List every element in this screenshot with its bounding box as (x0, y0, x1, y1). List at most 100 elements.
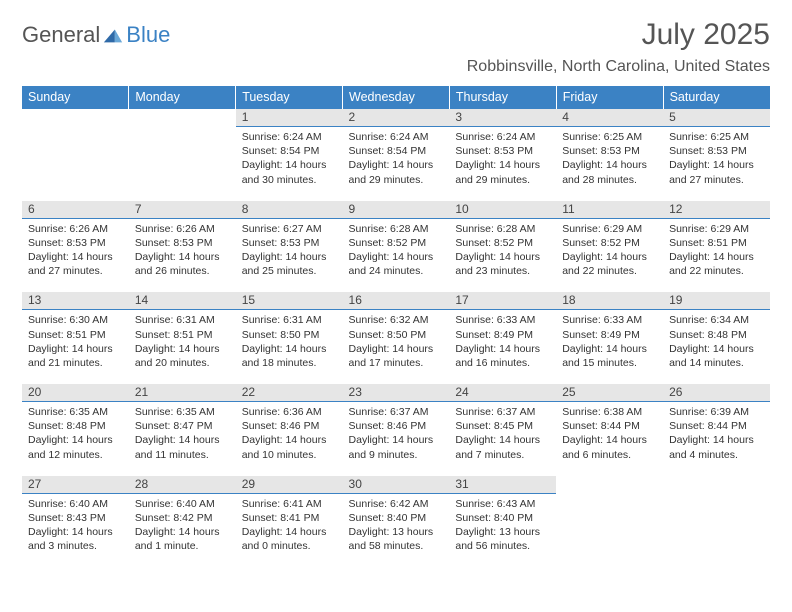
day-cell: Sunrise: 6:33 AMSunset: 8:49 PMDaylight:… (449, 310, 556, 378)
day-number: 26 (663, 384, 770, 402)
sunrise-line: Sunrise: 6:43 AM (455, 497, 550, 511)
sunrise-line: Sunrise: 6:24 AM (242, 130, 337, 144)
day-cell (129, 127, 236, 195)
sunset-line: Sunset: 8:54 PM (349, 144, 444, 158)
daylight-line-2: and 6 minutes. (562, 448, 657, 462)
daylight-line-2: and 17 minutes. (349, 356, 444, 370)
sunset-line: Sunset: 8:53 PM (242, 236, 337, 250)
daylight-line-1: Daylight: 14 hours (135, 525, 230, 539)
daynum-row: 6789101112 (22, 201, 770, 219)
daylight-line-2: and 29 minutes. (349, 173, 444, 187)
sunset-line: Sunset: 8:45 PM (455, 419, 550, 433)
daylight-line-2: and 29 minutes. (455, 173, 550, 187)
daylight-line-1: Daylight: 14 hours (135, 250, 230, 264)
sunrise-line: Sunrise: 6:26 AM (135, 222, 230, 236)
daylight-line-1: Daylight: 14 hours (562, 342, 657, 356)
sunrise-line: Sunrise: 6:24 AM (349, 130, 444, 144)
daylight-line-2: and 25 minutes. (242, 264, 337, 278)
sunset-line: Sunset: 8:48 PM (28, 419, 123, 433)
sunset-line: Sunset: 8:53 PM (562, 144, 657, 158)
day-number: 17 (449, 292, 556, 310)
daylight-line-1: Daylight: 14 hours (28, 525, 123, 539)
daylight-line-1: Daylight: 14 hours (669, 158, 764, 172)
sunrise-line: Sunrise: 6:35 AM (28, 405, 123, 419)
dow-saturday: Saturday (663, 86, 770, 109)
daylight-line-1: Daylight: 14 hours (242, 525, 337, 539)
sunrise-line: Sunrise: 6:28 AM (349, 222, 444, 236)
daylight-line-1: Daylight: 13 hours (455, 525, 550, 539)
day-number: 4 (556, 109, 663, 127)
daylight-line-1: Daylight: 14 hours (562, 250, 657, 264)
day-number: 18 (556, 292, 663, 310)
day-cell: Sunrise: 6:40 AMSunset: 8:42 PMDaylight:… (129, 493, 236, 561)
day-cell: Sunrise: 6:30 AMSunset: 8:51 PMDaylight:… (22, 310, 129, 378)
day-number: 28 (129, 476, 236, 494)
day-number: 31 (449, 476, 556, 494)
daylight-line-2: and 9 minutes. (349, 448, 444, 462)
day-cell: Sunrise: 6:35 AMSunset: 8:48 PMDaylight:… (22, 402, 129, 470)
day-cell (22, 127, 129, 195)
sunrise-line: Sunrise: 6:40 AM (135, 497, 230, 511)
day-number (22, 109, 129, 127)
sunset-line: Sunset: 8:53 PM (135, 236, 230, 250)
sunrise-line: Sunrise: 6:36 AM (242, 405, 337, 419)
sunset-line: Sunset: 8:41 PM (242, 511, 337, 525)
day-cell: Sunrise: 6:24 AMSunset: 8:54 PMDaylight:… (343, 127, 450, 195)
dow-thursday: Thursday (449, 86, 556, 109)
day-number: 23 (343, 384, 450, 402)
daylight-line-2: and 27 minutes. (28, 264, 123, 278)
daylight-line-1: Daylight: 14 hours (242, 433, 337, 447)
sunset-line: Sunset: 8:50 PM (349, 328, 444, 342)
header-row: General Blue July 2025 Robbinsville, Nor… (22, 18, 770, 84)
day-number: 22 (236, 384, 343, 402)
daylight-line-2: and 15 minutes. (562, 356, 657, 370)
sunset-line: Sunset: 8:47 PM (135, 419, 230, 433)
daylight-line-1: Daylight: 13 hours (349, 525, 444, 539)
calendar-table: Sunday Monday Tuesday Wednesday Thursday… (22, 86, 770, 561)
sunrise-line: Sunrise: 6:37 AM (349, 405, 444, 419)
daylight-line-2: and 11 minutes. (135, 448, 230, 462)
day-number: 5 (663, 109, 770, 127)
daylight-line-1: Daylight: 14 hours (669, 433, 764, 447)
daylight-line-1: Daylight: 14 hours (562, 433, 657, 447)
daylight-line-2: and 23 minutes. (455, 264, 550, 278)
daylight-line-1: Daylight: 14 hours (135, 433, 230, 447)
daylight-line-2: and 0 minutes. (242, 539, 337, 553)
dow-monday: Monday (129, 86, 236, 109)
day-cell: Sunrise: 6:35 AMSunset: 8:47 PMDaylight:… (129, 402, 236, 470)
sunset-line: Sunset: 8:49 PM (455, 328, 550, 342)
daylight-line-1: Daylight: 14 hours (28, 433, 123, 447)
daycontent-row: Sunrise: 6:26 AMSunset: 8:53 PMDaylight:… (22, 218, 770, 286)
sunrise-line: Sunrise: 6:29 AM (669, 222, 764, 236)
day-number: 13 (22, 292, 129, 310)
sunset-line: Sunset: 8:52 PM (349, 236, 444, 250)
sunset-line: Sunset: 8:43 PM (28, 511, 123, 525)
sunrise-line: Sunrise: 6:38 AM (562, 405, 657, 419)
sunrise-line: Sunrise: 6:31 AM (135, 313, 230, 327)
daylight-line-1: Daylight: 14 hours (242, 342, 337, 356)
daylight-line-1: Daylight: 14 hours (349, 342, 444, 356)
daylight-line-1: Daylight: 14 hours (28, 250, 123, 264)
day-number: 12 (663, 201, 770, 219)
sunset-line: Sunset: 8:51 PM (135, 328, 230, 342)
sunset-line: Sunset: 8:49 PM (562, 328, 657, 342)
sunset-line: Sunset: 8:51 PM (28, 328, 123, 342)
sunset-line: Sunset: 8:46 PM (349, 419, 444, 433)
sunrise-line: Sunrise: 6:33 AM (455, 313, 550, 327)
daylight-line-2: and 22 minutes. (562, 264, 657, 278)
day-cell: Sunrise: 6:36 AMSunset: 8:46 PMDaylight:… (236, 402, 343, 470)
day-number: 10 (449, 201, 556, 219)
day-cell: Sunrise: 6:33 AMSunset: 8:49 PMDaylight:… (556, 310, 663, 378)
day-number: 19 (663, 292, 770, 310)
sunrise-line: Sunrise: 6:24 AM (455, 130, 550, 144)
sunset-line: Sunset: 8:48 PM (669, 328, 764, 342)
daylight-line-2: and 14 minutes. (669, 356, 764, 370)
sunset-line: Sunset: 8:40 PM (349, 511, 444, 525)
daylight-line-1: Daylight: 14 hours (28, 342, 123, 356)
sunrise-line: Sunrise: 6:39 AM (669, 405, 764, 419)
day-number (129, 109, 236, 127)
day-number: 21 (129, 384, 236, 402)
day-cell (663, 493, 770, 561)
sunrise-line: Sunrise: 6:31 AM (242, 313, 337, 327)
day-cell: Sunrise: 6:24 AMSunset: 8:53 PMDaylight:… (449, 127, 556, 195)
